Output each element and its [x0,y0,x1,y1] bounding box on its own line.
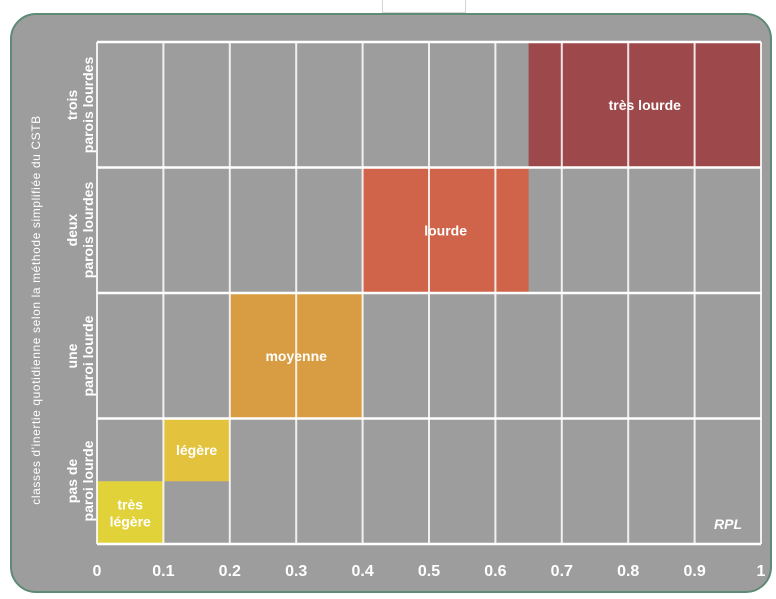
category-label: moyenne [265,348,327,364]
row-label-line1: une [64,343,80,369]
row-label-one-heavy-wall: une paroi lourde [64,315,96,396]
category-block-3 [362,167,529,293]
row-label-two-heavy-walls: deux parois lourdes [64,182,96,278]
row-label-line2: parois lourdes [80,56,96,153]
row-label-line2: paroi lourde [80,440,96,522]
x-tick-label: 0.4 [351,563,373,580]
top-tab-fragment [382,0,466,13]
x-tick-label: 0.7 [551,563,573,580]
category-block-1 [163,418,230,482]
x-tick-label: 0.6 [484,563,506,580]
category-label: légère [176,442,217,458]
row-label-line1: deux [64,213,80,247]
row-label-no-heavy-wall: pas de paroi lourde [64,441,96,522]
category-label: lourde [424,222,467,238]
category-label: très lourde [609,97,682,113]
x-tick-label: 0.9 [683,563,705,580]
x-tick-label: 0 [93,563,102,580]
category-label-line2: légère [110,514,151,530]
x-tick-label: 0.2 [219,563,241,580]
x-axis-title: RPL [714,516,742,532]
x-tick-label: 1 [757,563,766,580]
y-axis-title: classes d'inertie quotidienne selon la m… [29,115,43,505]
row-label-line1: trois [64,89,80,120]
row-label-line2: parois lourdes [80,182,96,279]
x-tick-label: 0.8 [617,563,639,580]
x-tick-label: 0.3 [285,563,307,580]
x-tick-label: 0.1 [152,563,174,580]
row-label-line2: paroi lourde [80,315,96,397]
category-block-4 [528,42,761,168]
x-tick-label: 0.5 [418,563,440,580]
category-block-0 [97,481,164,544]
row-label-three-heavy-walls: trois parois lourdes [64,57,96,153]
category-label-line1: très [117,497,143,513]
row-label-line1: pas de [64,459,80,504]
